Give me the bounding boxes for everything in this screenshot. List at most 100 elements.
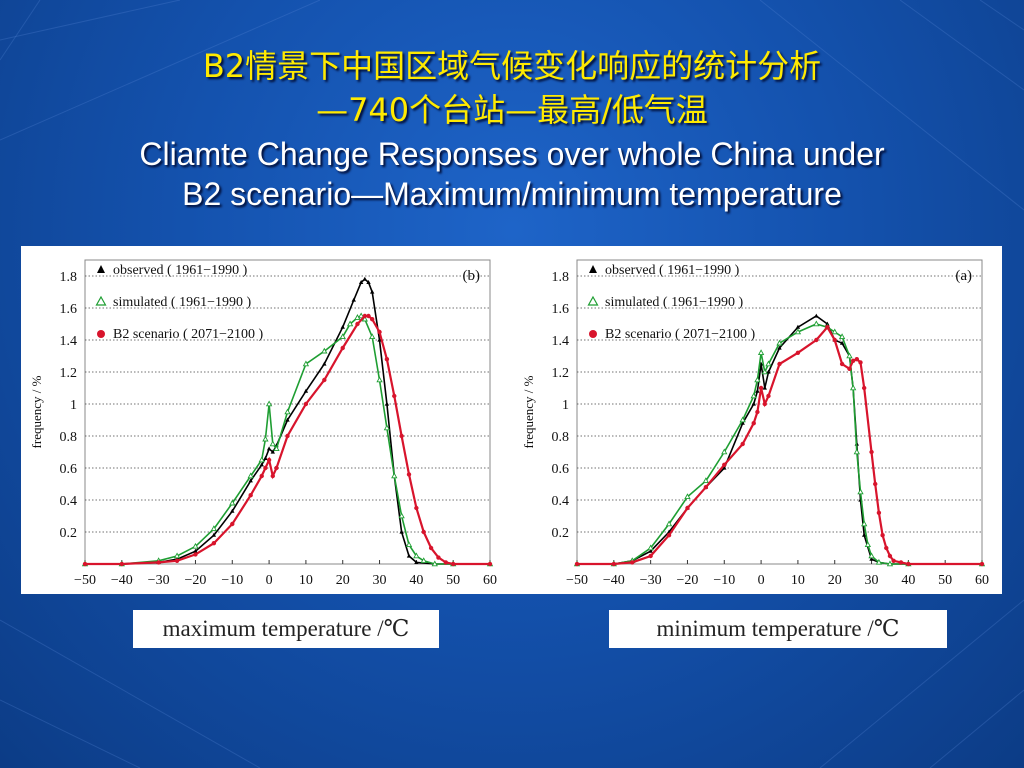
y-axis-label: frequency / %: [521, 375, 536, 448]
data-point: [853, 448, 860, 455]
data-point: [173, 552, 181, 559]
data-point: [869, 449, 874, 455]
data-point: [340, 324, 345, 329]
data-point: [861, 520, 868, 527]
data-point: [193, 548, 198, 553]
y-tick-label: 1.6: [552, 302, 570, 317]
x-tick-label: −50: [566, 573, 588, 588]
data-point: [762, 401, 767, 407]
data-point: [362, 276, 368, 281]
data-point: [431, 560, 438, 567]
y-tick-label: 0.8: [552, 430, 570, 445]
data-point: [648, 553, 653, 559]
data-point: [755, 388, 760, 393]
data-point: [263, 465, 268, 471]
y-tick-label: 0.2: [552, 526, 570, 541]
data-point: [861, 385, 867, 391]
data-point: [825, 325, 830, 330]
data-point: [369, 289, 375, 294]
data-point: [839, 340, 845, 345]
y-tick-label: 1.8: [60, 270, 78, 285]
data-point: [192, 542, 199, 549]
data-point: [765, 360, 772, 367]
data-point: [666, 533, 672, 538]
data-point: [758, 385, 764, 391]
data-point: [414, 505, 419, 511]
data-point: [428, 545, 434, 551]
data-point: [751, 401, 756, 406]
data-point: [398, 512, 405, 519]
legend-label: observed ( 1961−1990 ): [113, 263, 248, 278]
data-point: [259, 462, 264, 467]
data-point: [377, 337, 382, 342]
x-tick-label: 20: [336, 573, 350, 588]
data-point: [891, 558, 896, 563]
chart-svg: 0.2 0.4 0.6 0.8 1 1.2 1.4 1.6 1.8 −50 −40 −30 −20 −10…: [521, 259, 989, 588]
data-point: [766, 369, 771, 374]
data-point: [722, 462, 727, 467]
data-point: [369, 333, 376, 340]
data-point: [858, 360, 863, 365]
data-point: [285, 433, 290, 439]
x-tick-label: −20: [185, 573, 207, 588]
data-point: [406, 553, 412, 558]
data-point: [413, 552, 420, 559]
data-point: [574, 561, 580, 567]
data-point: [269, 440, 276, 447]
data-point: [861, 532, 867, 537]
series-line: [85, 315, 490, 565]
data-point: [814, 337, 819, 343]
y-tick-label: 1.4: [552, 334, 570, 349]
x-tick-label: 0: [266, 573, 273, 588]
data-point: [685, 505, 690, 511]
data-point: [740, 441, 745, 447]
x-tick-label: 50: [938, 573, 952, 588]
data-point: [857, 488, 864, 495]
data-point: [777, 361, 782, 367]
data-point: [351, 297, 356, 302]
xlabel-maximum-temperature: maximum temperature /℃: [133, 610, 439, 648]
data-point: [611, 561, 617, 567]
slide-title: B2情景下中国区域气候变化响应的统计分析 —740个台站—最高/低气温 Clia…: [0, 44, 1024, 214]
data-point: [751, 421, 756, 426]
y-axis-label: frequency / %: [29, 375, 44, 448]
data-point: [873, 481, 878, 487]
legend-marker: [97, 265, 105, 273]
data-point: [362, 313, 368, 319]
data-point: [391, 472, 398, 479]
data-point: [156, 560, 161, 565]
plot-frame: [84, 259, 491, 565]
data-point: [270, 449, 275, 454]
data-point: [839, 361, 845, 367]
data-point: [831, 328, 838, 335]
data-point: [274, 465, 279, 471]
data-point: [193, 552, 198, 557]
data-point: [366, 280, 371, 284]
data-point: [869, 556, 874, 561]
data-point: [754, 376, 761, 383]
data-point: [302, 360, 310, 367]
data-point: [436, 555, 441, 560]
data-point: [762, 385, 767, 390]
data-point: [355, 321, 360, 327]
x-tick-label: 10: [791, 573, 805, 588]
data-point: [740, 420, 745, 425]
x-tick-label: 40: [409, 573, 423, 588]
data-point: [795, 324, 801, 329]
data-point: [263, 456, 268, 460]
data-point: [979, 561, 985, 567]
x-tick-label: 30: [865, 573, 879, 588]
data-point: [884, 545, 889, 551]
data-point: [847, 366, 852, 371]
legend-label: observed ( 1961−1990 ): [605, 263, 740, 278]
x-tick-label: −30: [640, 573, 662, 588]
legend-marker: [97, 330, 105, 338]
y-tick-label: 0.4: [60, 494, 78, 509]
data-point: [366, 313, 371, 319]
chart-minimum-temperature: 0.2 0.4 0.6 0.8 1 1.2 1.4 1.6 1.8 −50 −40 −30 −20 −10…: [513, 246, 1001, 594]
data-point: [211, 532, 217, 537]
x-tick-label: −20: [677, 573, 699, 588]
data-point: [814, 313, 819, 318]
data-point: [321, 347, 328, 354]
title-en-line2: B2 scenario—Maximum/minimum temperature: [182, 176, 842, 212]
